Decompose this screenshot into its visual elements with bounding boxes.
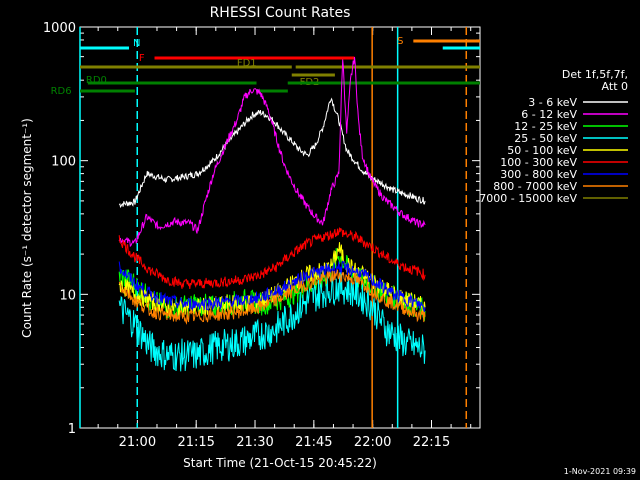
x-tick-label: 21:15 <box>177 435 214 450</box>
y-tick-label: 10 <box>59 288 76 303</box>
state-bar-label: S <box>397 36 403 47</box>
y-tick-label: 1000 <box>43 21 76 36</box>
state-bar-label: F <box>139 53 145 64</box>
legend-label: 12 - 25 keV <box>514 120 577 133</box>
legend-label: 50 - 100 keV <box>507 144 577 157</box>
state-bar-label: N <box>133 38 140 49</box>
x-tick-label: 22:15 <box>413 435 450 450</box>
legend-label: 100 - 300 keV <box>500 156 577 169</box>
y-tick-label: 1 <box>68 422 76 437</box>
legend-header-line-2: Att 0 <box>602 80 628 93</box>
y-axis-label: Count Rate (s⁻¹ detector segment⁻¹) <box>20 118 34 338</box>
series-line-7 <box>118 269 426 325</box>
footer-date: 1-Nov-2021 09:39 <box>564 467 636 476</box>
x-tick-label: 21:00 <box>119 435 156 450</box>
legend-label: 6 - 12 keV <box>521 108 577 121</box>
state-bar-label: RD6 <box>51 86 72 97</box>
series-line-0 <box>118 97 426 209</box>
legend-label: 3 - 6 keV <box>528 96 577 109</box>
x-axis-label: Start Time (21-Oct-15 20:45:22) <box>183 456 377 470</box>
legend-label: 25 - 50 keV <box>514 132 577 145</box>
y-tick-label: 100 <box>51 155 76 170</box>
state-bar-label: FD1 <box>237 58 257 69</box>
series-line-1 <box>118 56 426 248</box>
state-bar-label: RD0 <box>86 75 107 86</box>
legend-label: 7000 - 15000 keV <box>479 192 577 205</box>
series-line-5 <box>118 227 426 290</box>
plot-frame <box>79 26 481 429</box>
x-tick-label: 21:30 <box>236 435 273 450</box>
legend-label: 300 - 800 keV <box>500 168 577 181</box>
x-tick-label: 22:00 <box>354 435 391 450</box>
chart-title: RHESSI Count Rates <box>210 5 351 21</box>
x-tick-label: 21:45 <box>295 435 332 450</box>
legend-header-line-1: Det 1f,5f,7f, <box>562 68 628 81</box>
legend-label: 800 - 7000 keV <box>493 180 577 193</box>
series-line-6 <box>118 260 426 313</box>
